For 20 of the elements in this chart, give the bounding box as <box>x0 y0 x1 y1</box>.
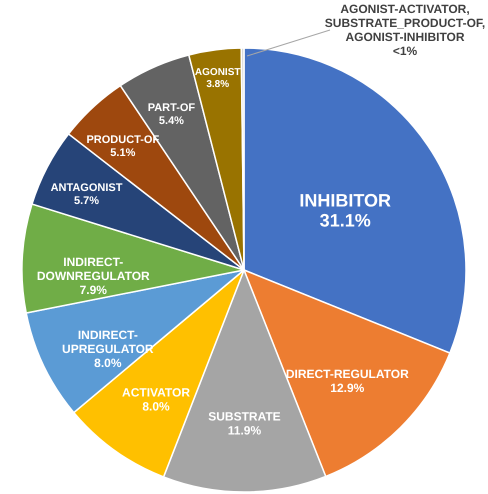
slice-label: INDIRECT-DOWNREGULATOR <box>36 254 150 283</box>
slice-label: ACTIVATOR <box>122 386 190 400</box>
data-label: 31.1% <box>320 210 371 231</box>
slice-label: ANTAGONIST <box>50 182 123 194</box>
data-label: 7.9% <box>80 282 108 297</box>
slice-label: INHIBITOR <box>299 190 392 211</box>
data-label: <1% <box>392 44 418 58</box>
data-label: 12.9% <box>330 380 365 395</box>
data-label: 5.1% <box>110 147 136 160</box>
data-label: 5.7% <box>74 194 100 207</box>
slice-label: SUBSTRATE <box>208 410 281 424</box>
slice-label: PART-OF <box>148 102 196 114</box>
slice-label: AGONIST-ACTIVATOR, SUBSTRATE_PRODUCT-OF, AGONIST-INHIBITOR <box>324 2 486 44</box>
slice-label: DIRECT-REGULATOR <box>286 366 410 381</box>
slice-label: AGONIST <box>194 66 240 78</box>
data-label: 8.0% <box>94 356 122 370</box>
data-label: 11.9% <box>228 424 262 438</box>
data-label: 5.4% <box>158 114 184 127</box>
data-label: 3.8% <box>206 78 230 90</box>
data-label: 8.0% <box>142 400 170 414</box>
